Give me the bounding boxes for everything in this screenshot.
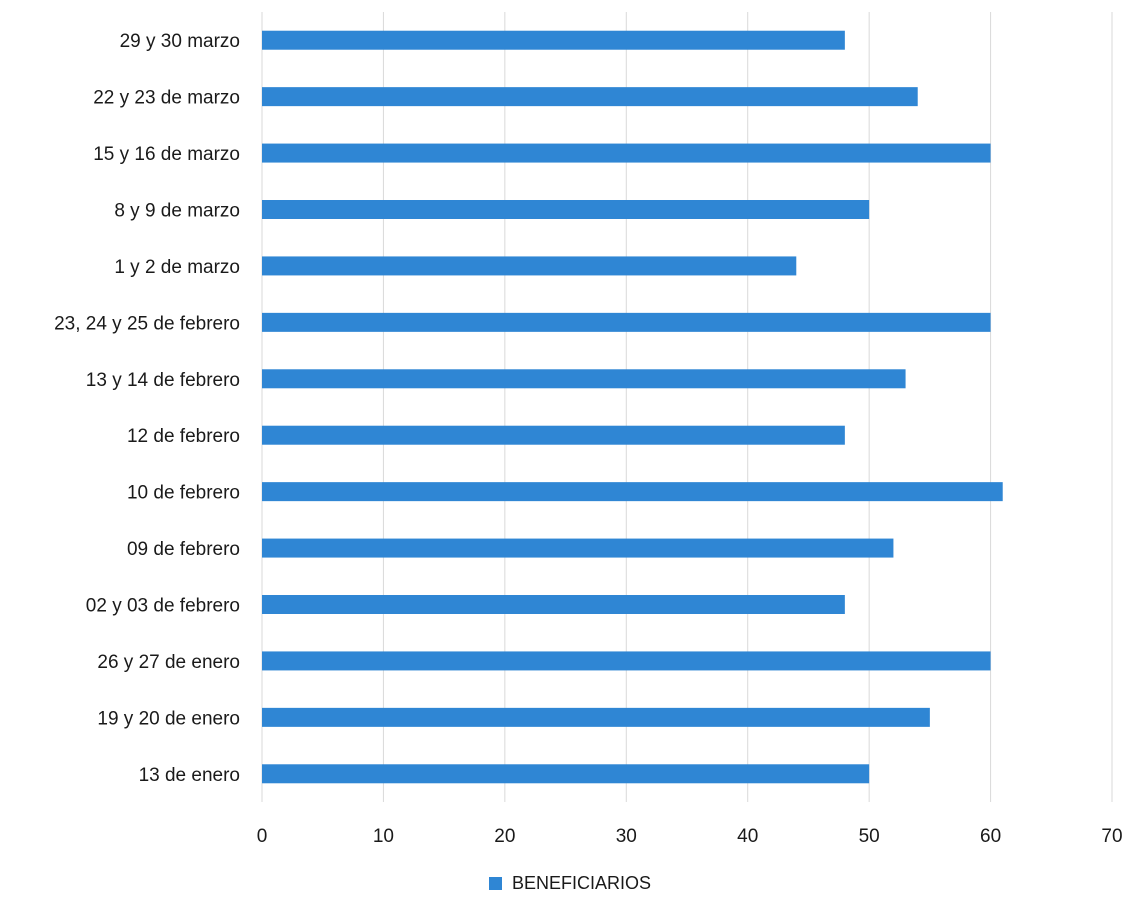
category-label: 19 y 20 de enero	[97, 708, 240, 729]
bar-chart: 29 y 30 marzo 22 y 23 de marzo 15 y 16 de …	[54, 12, 1123, 847]
category-label: 22 y 23 de marzo	[93, 88, 240, 109]
category-label: 26 y 27 de enero	[97, 652, 240, 673]
legend-label: BENEFICIARIOS	[511, 873, 652, 893]
bar	[262, 482, 1003, 502]
bar	[262, 143, 991, 163]
category-label: 23, 24 y 25 de febrero	[54, 313, 240, 334]
legend-swatch	[488, 877, 502, 890]
category-label: 13 y 14 de febrero	[86, 370, 240, 391]
legend: BENEFICIARIOS	[0, 873, 1140, 894]
category-label: 8 y 9 de marzo	[114, 201, 240, 222]
bar	[262, 87, 918, 107]
x-tick-label: 50	[859, 826, 880, 847]
bar	[262, 651, 991, 671]
x-tick-label: 60	[980, 826, 1001, 847]
bar	[262, 30, 845, 50]
bar	[262, 256, 797, 276]
bar	[262, 538, 894, 558]
x-tick-label: 70	[1101, 826, 1122, 847]
x-axis-ticks: 0 10 20 30 40 50 60 70	[257, 826, 1123, 847]
bar	[262, 707, 930, 727]
bar	[262, 312, 991, 332]
bar	[262, 764, 870, 784]
category-label: 29 y 30 marzo	[120, 31, 240, 52]
x-tick-label: 30	[616, 826, 637, 847]
category-label: 12 de febrero	[127, 426, 240, 447]
bar	[262, 425, 845, 445]
category-label: 02 y 03 de febrero	[86, 596, 240, 617]
x-tick-label: 10	[373, 826, 394, 847]
bars	[262, 30, 1003, 784]
bar	[262, 595, 845, 614]
x-tick-label: 20	[494, 826, 515, 847]
category-label: 1 y 2 de marzo	[114, 257, 240, 278]
bar	[262, 369, 906, 389]
x-tick-label: 0	[257, 826, 268, 847]
category-labels: 29 y 30 marzo 22 y 23 de marzo 15 y 16 de …	[54, 31, 240, 786]
category-label: 13 de enero	[139, 765, 240, 786]
category-label: 09 de febrero	[127, 539, 240, 560]
gridlines	[261, 12, 1113, 802]
category-label: 15 y 16 de marzo	[93, 144, 240, 165]
bar	[262, 200, 870, 219]
x-tick-label: 40	[737, 826, 758, 847]
category-label: 10 de febrero	[127, 483, 240, 504]
